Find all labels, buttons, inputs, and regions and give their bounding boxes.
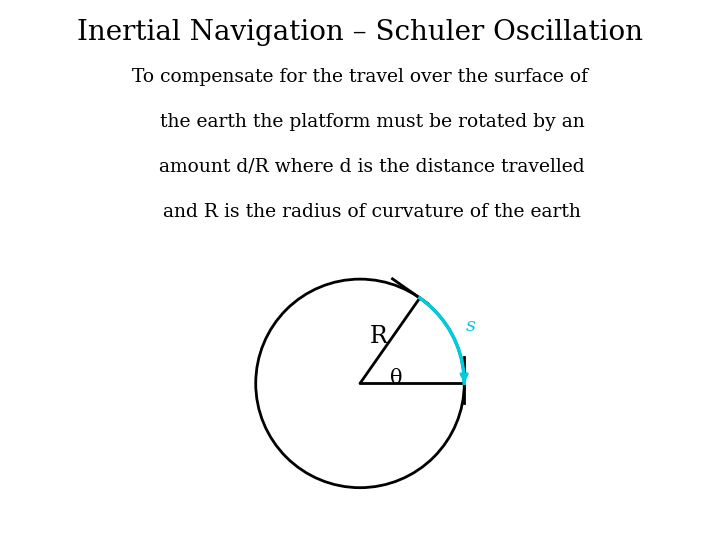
Text: s: s xyxy=(466,316,476,335)
Text: and R is the radius of curvature of the earth: and R is the radius of curvature of the … xyxy=(139,203,581,221)
Text: the earth the platform must be rotated by an: the earth the platform must be rotated b… xyxy=(135,113,585,131)
Text: To compensate for the travel over the surface of: To compensate for the travel over the su… xyxy=(132,68,588,86)
Text: θ: θ xyxy=(390,369,402,388)
Text: amount d/R where d is the distance travelled: amount d/R where d is the distance trave… xyxy=(135,158,585,176)
Text: R: R xyxy=(369,326,387,348)
Text: Inertial Navigation – Schuler Oscillation: Inertial Navigation – Schuler Oscillatio… xyxy=(77,19,643,46)
